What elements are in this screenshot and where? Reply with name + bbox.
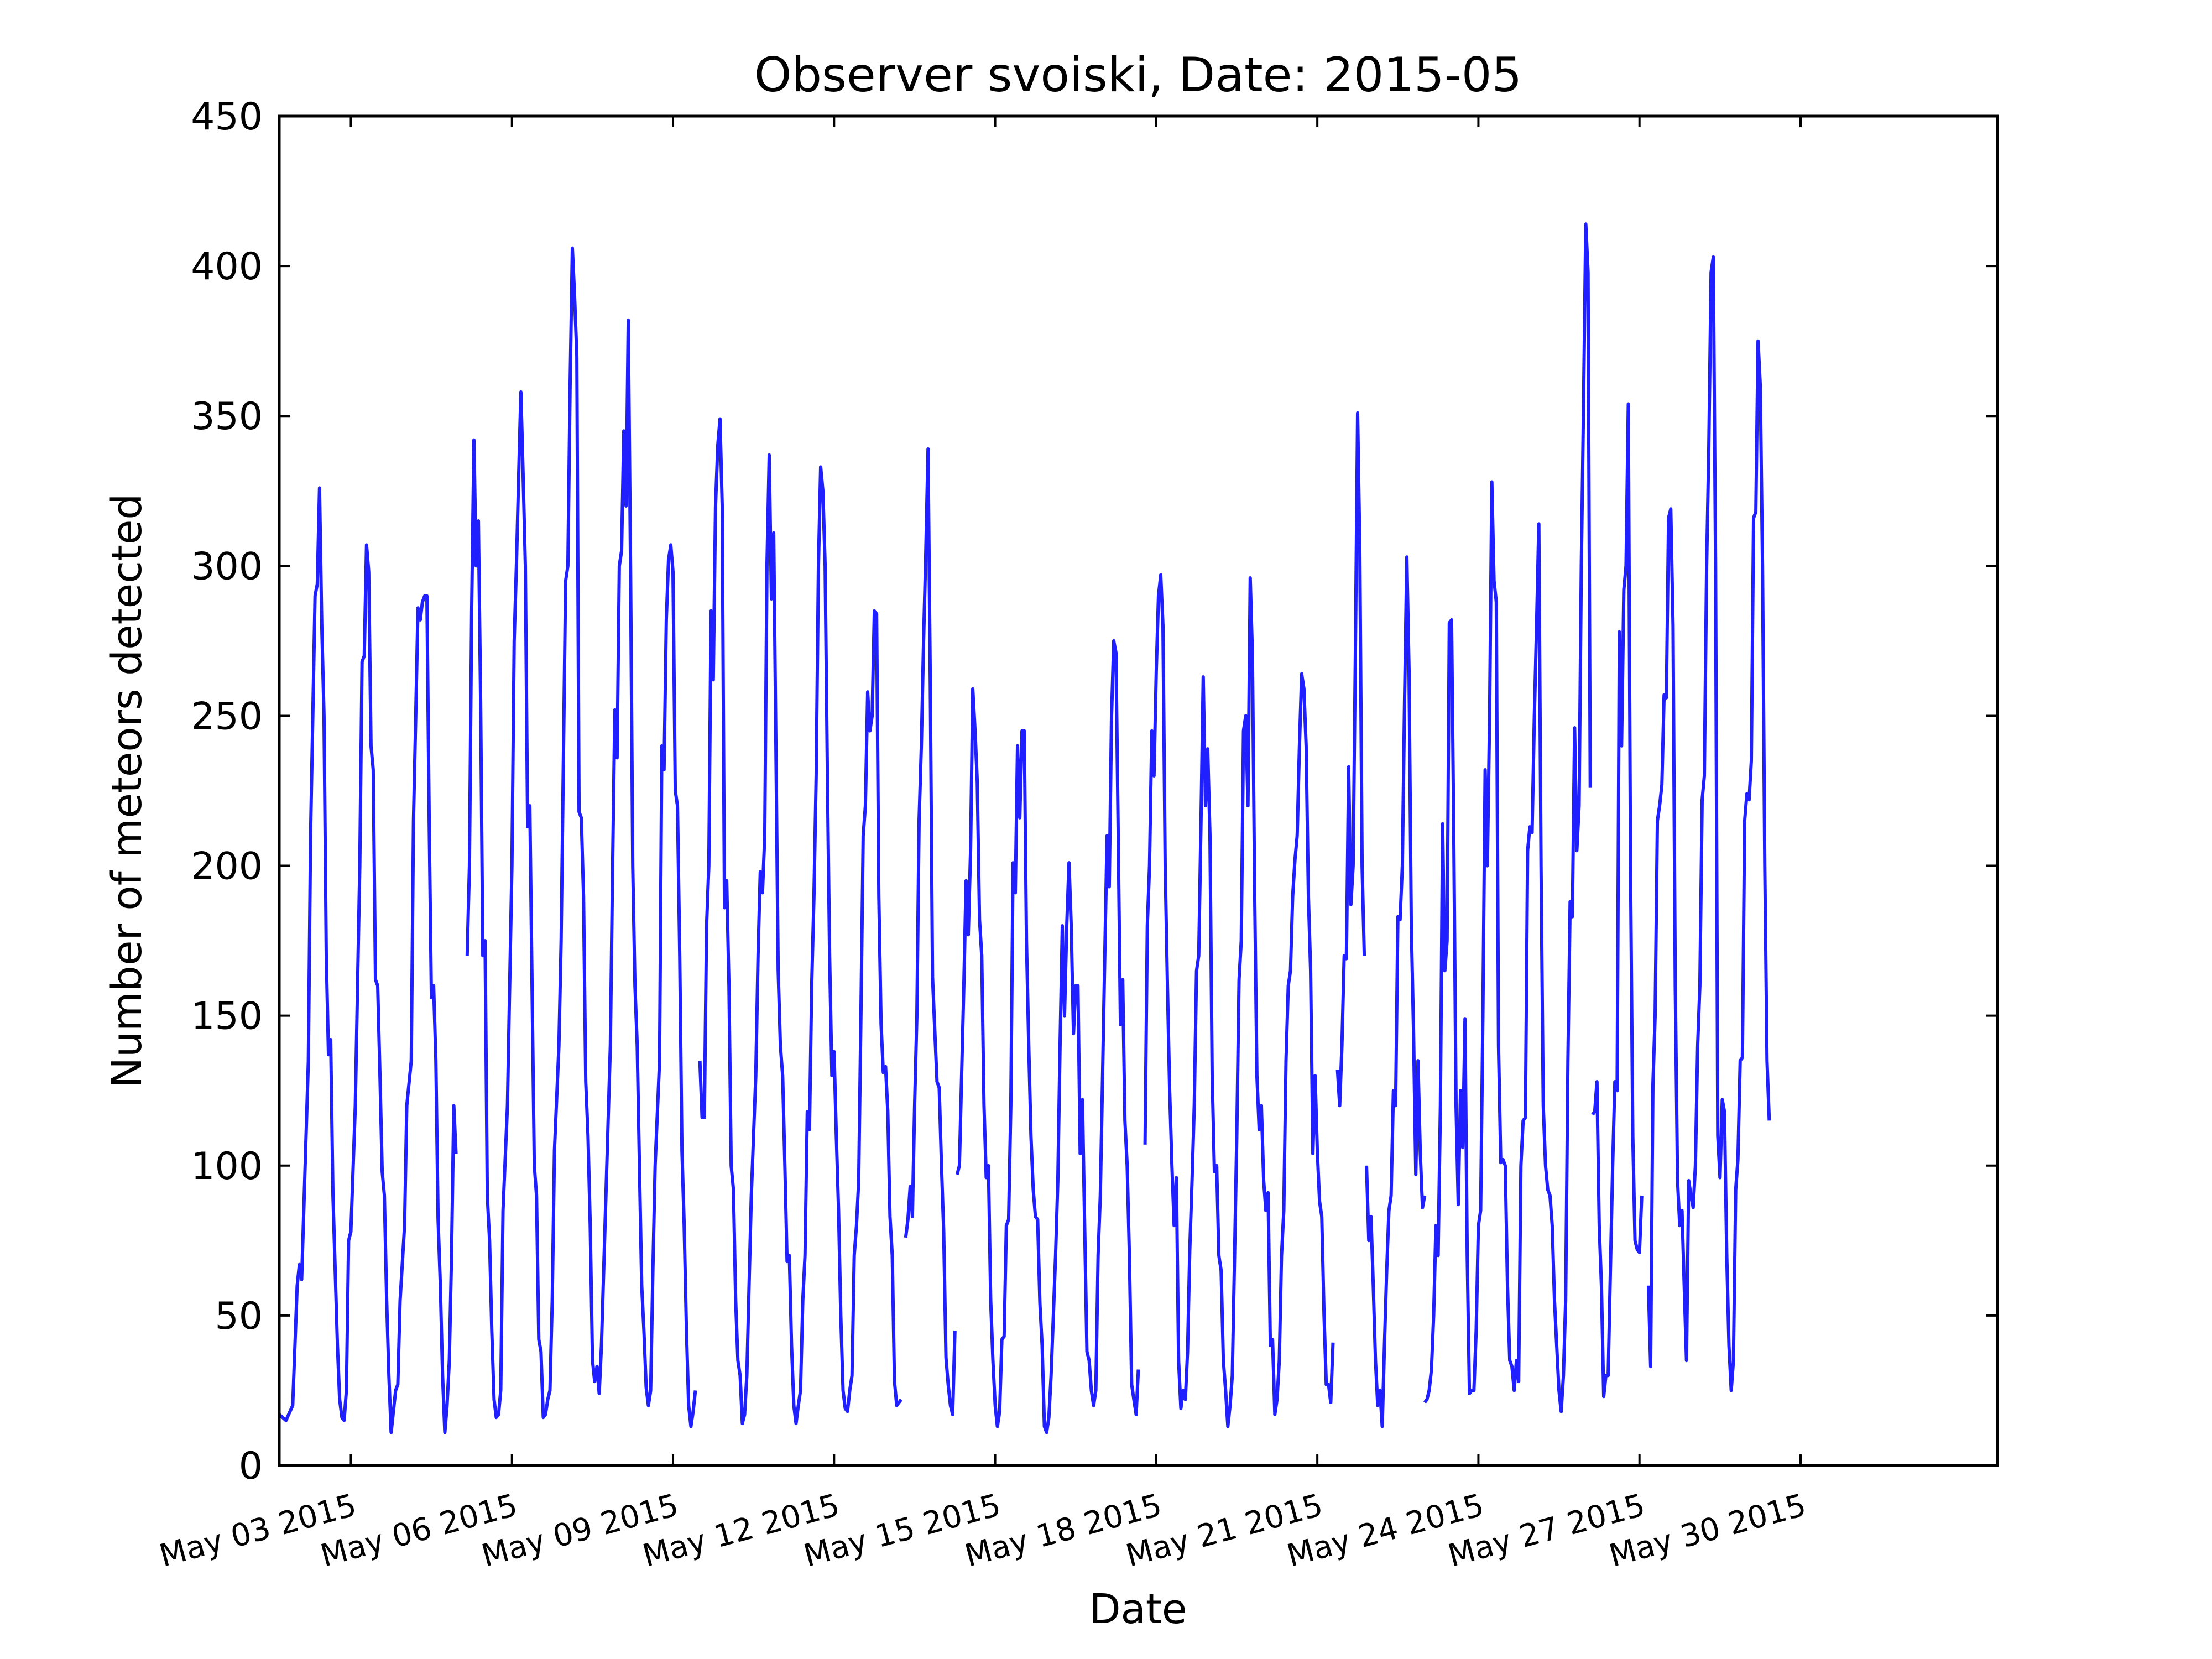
series-line xyxy=(278,222,1771,1434)
series-segment xyxy=(904,447,957,1416)
series-segment xyxy=(278,486,458,1434)
series-segment xyxy=(1335,411,1366,1108)
y-tick-label: 350 xyxy=(191,395,263,439)
series-segment xyxy=(955,639,1140,1434)
plot-area-frame xyxy=(278,114,1999,1467)
y-tick-label: 250 xyxy=(191,695,263,738)
x-axis-label: Date xyxy=(1089,1585,1187,1633)
y-tick-label: 150 xyxy=(191,995,263,1039)
y-tick-label: 300 xyxy=(191,545,263,588)
series-segment xyxy=(1423,222,1592,1413)
y-tick-label: 0 xyxy=(239,1444,263,1488)
series-segment xyxy=(465,246,697,1428)
series-segment xyxy=(1646,255,1771,1392)
series-segment xyxy=(1591,402,1644,1399)
chart-title: Observer svoiski, Date: 2015-05 xyxy=(754,48,1522,103)
y-tick-label: 400 xyxy=(191,245,263,289)
series-segment xyxy=(1143,573,1335,1428)
y-axis: 0 50 100 150 200 250 300 350 400 450 xyxy=(191,95,1997,1488)
y-tick-label: 450 xyxy=(191,95,263,139)
series-segment xyxy=(1365,555,1427,1428)
series-segment xyxy=(698,417,903,1426)
y-tick-label: 100 xyxy=(191,1145,263,1188)
y-axis-label: Number of meteors detected xyxy=(103,494,151,1088)
y-tick-label: 200 xyxy=(191,845,263,889)
y-tick-label: 50 xyxy=(215,1295,263,1338)
